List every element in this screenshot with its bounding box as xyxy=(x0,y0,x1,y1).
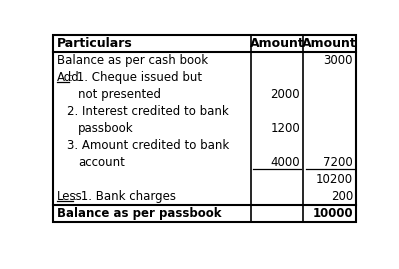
Text: 2. Interest credited to bank: 2. Interest credited to bank xyxy=(67,105,229,118)
Text: 7200: 7200 xyxy=(323,156,353,169)
Text: 3000: 3000 xyxy=(324,54,353,67)
Text: Amount: Amount xyxy=(250,37,304,50)
Text: 3. Amount credited to bank: 3. Amount credited to bank xyxy=(67,139,229,152)
Text: 10000: 10000 xyxy=(312,207,353,220)
Text: Balance as per cash book: Balance as per cash book xyxy=(57,54,208,67)
Text: Particulars: Particulars xyxy=(57,37,132,50)
Text: Add: Add xyxy=(57,71,79,84)
Text: 4000: 4000 xyxy=(271,156,300,169)
Text: not presented: not presented xyxy=(78,88,161,101)
Text: Balance as per passbook: Balance as per passbook xyxy=(57,207,221,220)
Text: account: account xyxy=(78,156,124,169)
Text: : 1. Cheque issued but: : 1. Cheque issued but xyxy=(69,71,202,84)
Text: 10200: 10200 xyxy=(316,173,353,186)
Text: Less: Less xyxy=(57,190,83,203)
Bar xyxy=(53,35,356,222)
Text: : 1. Bank charges: : 1. Bank charges xyxy=(73,190,176,203)
Text: 200: 200 xyxy=(331,190,353,203)
Text: passbook: passbook xyxy=(78,122,133,135)
Text: Amount: Amount xyxy=(302,37,357,50)
Text: 2000: 2000 xyxy=(271,88,300,101)
Text: 1200: 1200 xyxy=(271,122,300,135)
